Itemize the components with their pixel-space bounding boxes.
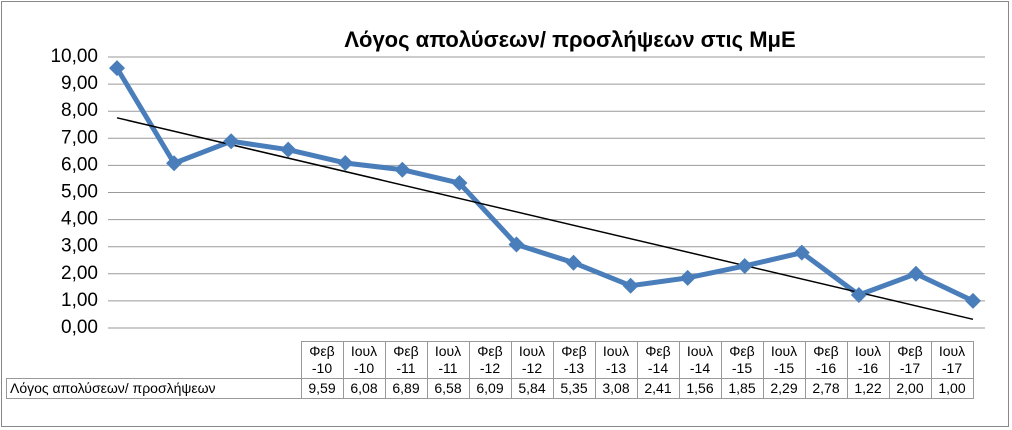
marker — [280, 141, 297, 158]
category-label: Φεβ -14 — [636, 341, 680, 379]
y-tick-label: 10,00 — [50, 46, 98, 67]
marker — [850, 286, 867, 303]
value-label: 1,56 — [678, 378, 722, 399]
marker — [109, 60, 125, 77]
y-tick-label: 1,00 — [61, 290, 98, 311]
category-label: Φεβ -16 — [804, 341, 848, 379]
marker — [565, 254, 582, 271]
marker — [337, 154, 354, 171]
category-label: Φεβ -10 — [300, 341, 344, 379]
marker — [679, 269, 696, 286]
marker — [394, 161, 411, 178]
value-label: 1,22 — [846, 378, 890, 399]
value-label: 2,78 — [804, 378, 848, 399]
marker — [508, 236, 525, 253]
category-label: Ιουλ -13 — [594, 341, 638, 379]
category-label: Φεβ -15 — [720, 341, 764, 379]
category-label: Ιουλ -10 — [342, 341, 386, 379]
value-label: 6,08 — [342, 378, 386, 399]
marker — [965, 292, 981, 309]
category-label: Ιουλ -16 — [846, 341, 890, 379]
y-tick-label: 7,00 — [61, 127, 98, 148]
table-row: Λόγος απολύσεων/ προσλήψεων 9,59 6,08 6,89 6… — [6, 378, 974, 399]
value-label: 6,58 — [426, 378, 470, 399]
value-label: 9,59 — [300, 378, 344, 399]
y-tick-label: 2,00 — [61, 263, 98, 284]
y-tick-label: 0,00 — [61, 317, 98, 338]
category-label: Φεβ -17 — [888, 341, 932, 379]
value-label: 1,00 — [930, 378, 974, 399]
data-table: Φεβ -10 Ιουλ -10 Φεβ -11 Ιουλ -11 Φεβ -12 Ιου… — [6, 341, 974, 399]
category-label: Φεβ -13 — [552, 341, 596, 379]
category-label: Ιουλ -15 — [762, 341, 806, 379]
marker — [907, 265, 924, 282]
marker — [793, 244, 810, 261]
value-label: 6,09 — [468, 378, 512, 399]
category-label: Ιουλ -17 — [930, 341, 974, 379]
chart-title: Λόγος απολύσεων/ προσλήψεων στις ΜμΕ — [344, 27, 795, 52]
y-tick-label: 5,00 — [61, 182, 98, 203]
y-tick-label: 8,00 — [61, 100, 98, 121]
value-label: 5,35 — [552, 378, 596, 399]
empty-cell — [6, 341, 302, 379]
marker — [451, 175, 468, 192]
y-tick-label: 3,00 — [61, 236, 98, 257]
value-label: 2,00 — [888, 378, 932, 399]
category-label: Ιουλ -11 — [426, 341, 470, 379]
trendline — [116, 117, 974, 321]
category-label: Φεβ -12 — [468, 341, 512, 379]
y-tick-label: 9,00 — [61, 73, 98, 94]
value-label: 3,08 — [594, 378, 638, 399]
value-label: 1,85 — [720, 378, 764, 399]
y-tick-label: 4,00 — [61, 209, 98, 230]
table-header: Φεβ -10 Ιουλ -10 Φεβ -11 Ιουλ -11 Φεβ -12 Ιου… — [6, 341, 974, 379]
value-label: 2,41 — [636, 378, 680, 399]
category-label: Φεβ -11 — [384, 341, 428, 379]
marker — [736, 257, 753, 274]
value-label: 5,84 — [510, 378, 554, 399]
category-label: Ιουλ -12 — [510, 341, 554, 379]
y-tick-label: 6,00 — [61, 154, 98, 175]
series-name: Λόγος απολύσεων/ προσλήψεων — [6, 378, 302, 399]
marker — [622, 277, 639, 294]
category-label: Ιουλ -14 — [678, 341, 722, 379]
value-label: 2,29 — [762, 378, 806, 399]
series-line — [114, 66, 975, 304]
marker — [166, 155, 183, 172]
marker — [223, 133, 240, 150]
value-label: 6,89 — [384, 378, 428, 399]
